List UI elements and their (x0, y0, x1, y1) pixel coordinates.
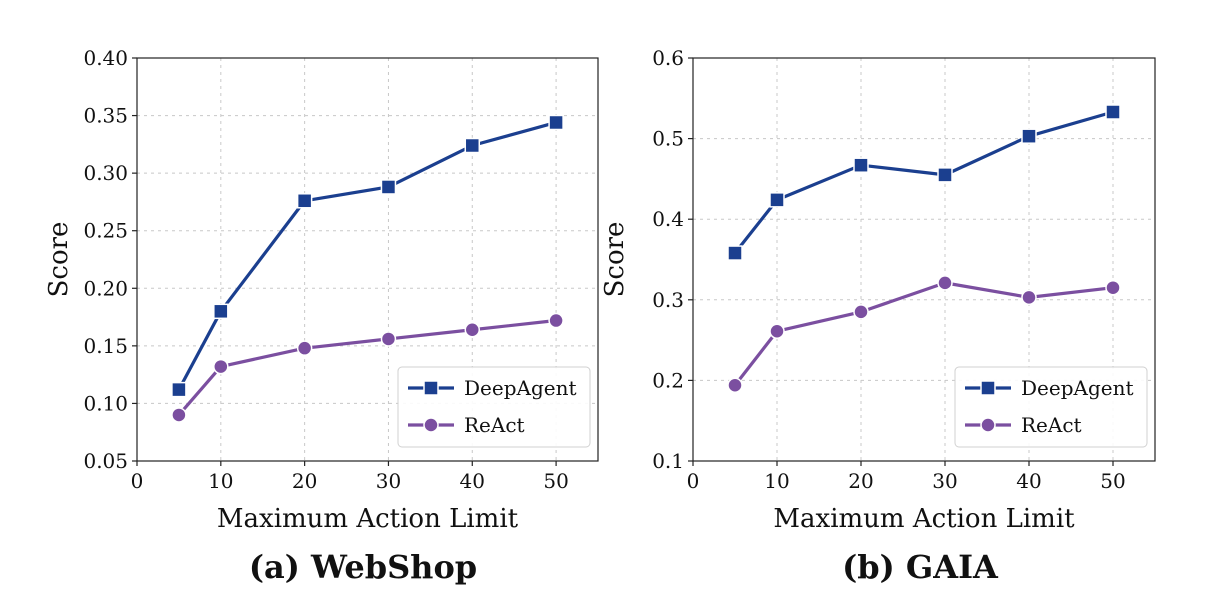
react-point (548, 312, 564, 329)
react-point (937, 275, 953, 291)
react-point (769, 323, 785, 339)
deepagent-point (727, 245, 743, 261)
deepagent-point (937, 167, 953, 183)
legend-circle-marker (423, 417, 439, 433)
x-tick-label: 40 (1016, 469, 1041, 493)
plot-frame (692, 57, 1156, 462)
y-tick-label: 0.40 (83, 46, 128, 70)
react-point (171, 407, 187, 423)
y-tick-label: 0.10 (83, 391, 128, 415)
react-line (733, 281, 1114, 387)
deepagent-point (853, 157, 869, 173)
react-point (727, 377, 743, 393)
react-point (1021, 289, 1037, 306)
y-tick-label: 0.6 (652, 46, 684, 70)
deepagent-line (177, 120, 557, 391)
legend: DeepAgent ReAct (954, 366, 1148, 448)
deepagent-point (548, 114, 564, 131)
x-tick-label: 30 (376, 469, 401, 493)
y-tick-label: 0.20 (83, 276, 128, 300)
y-tick-label: 0.25 (83, 219, 128, 243)
panel-caption: (a) WebShop (249, 548, 477, 586)
x-tick-label: 20 (848, 469, 873, 493)
plot-frame (136, 57, 599, 462)
y-tick-label: 0.3 (652, 288, 684, 312)
react-point (464, 321, 481, 338)
x-tick-label: 40 (460, 469, 485, 493)
x-tick-label: 50 (1100, 469, 1125, 493)
x-axis-label: Maximum Action Limit (217, 504, 519, 534)
deepagent-point (769, 192, 785, 208)
x-tick-label: 50 (543, 469, 568, 493)
deepagent-point (213, 303, 229, 320)
y-tick-label: 0.1 (652, 449, 684, 473)
react-point (1105, 279, 1121, 296)
x-tick-label: 0 (687, 469, 700, 493)
legend-label: DeepAgent (1021, 376, 1134, 400)
deepagent-point (1105, 104, 1121, 120)
react-point (296, 340, 313, 356)
x-axis-label: Maximum Action Limit (773, 504, 1075, 534)
x-tick-label: 10 (764, 469, 789, 493)
y-tick-label: 0.30 (83, 161, 128, 185)
legend-label: DeepAgent (464, 376, 577, 400)
webshop-panel: 0 10 20 30 40 50 0.05 0.10 0.15 0.20 0.25 0.30 0.35 0… (44, 46, 599, 586)
legend-label: ReAct (1021, 413, 1082, 437)
y-tick-label: 0.4 (652, 207, 684, 231)
deepagent-point (296, 193, 313, 209)
x-tick-label: 30 (932, 469, 957, 493)
x-tick-label: 10 (208, 469, 233, 493)
y-tick-label: 0.35 (83, 104, 128, 128)
react-line (177, 318, 557, 416)
deepagent-point (464, 137, 481, 154)
panel-caption: (b) GAIA (842, 548, 999, 586)
deepagent-line (733, 110, 1114, 255)
legend-square-marker (423, 380, 439, 396)
deepagent-point (1021, 128, 1037, 144)
legend-label: ReAct (464, 413, 525, 437)
legend: DeepAgent ReAct (397, 366, 591, 448)
deepagent-point (171, 381, 187, 398)
react-point (213, 358, 229, 375)
y-tick-label: 0.15 (83, 334, 128, 358)
y-tick-label: 0.2 (652, 368, 684, 392)
x-tick-label: 0 (131, 469, 144, 493)
legend-square-marker (980, 380, 996, 396)
y-tick-label: 0.5 (652, 127, 684, 151)
react-point (853, 304, 869, 320)
y-axis-label: Score (600, 222, 630, 298)
gaia-panel: 0 10 20 30 40 50 0.1 0.2 0.3 0.4 0.5 0.6 Maximum Act… (600, 46, 1156, 586)
deepagent-point (380, 179, 397, 195)
x-tick-label: 20 (292, 469, 317, 493)
react-point (380, 331, 397, 347)
y-tick-label: 0.05 (83, 449, 128, 473)
y-axis-label: Score (44, 222, 74, 298)
legend-circle-marker (980, 417, 996, 433)
